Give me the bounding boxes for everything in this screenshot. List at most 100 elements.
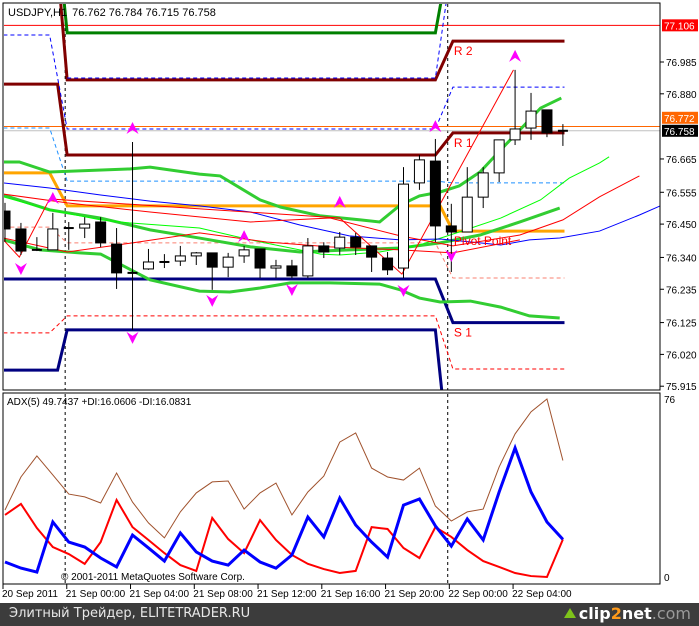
candle-body [525,110,537,129]
candle-body [445,225,457,233]
price-marker-label: 76.758 [664,127,695,138]
candle [398,167,409,279]
time-tick-label: 22 Sep 04:00 [512,589,572,600]
fractal-up-arrow-icon [509,49,522,62]
candle [270,259,282,279]
indicator-line [4,238,560,320]
main-panel[interactable]: R 2 R 1 Pivot Point S 1 USDJPY,H1 76.762 76.… [0,0,661,451]
adx-line [4,398,564,539]
candle [159,254,170,269]
candle-body [366,245,378,258]
candle [174,245,186,266]
price-marker-label: 76.772 [664,114,695,125]
price-tick-label: 76.555 [666,188,697,199]
candle-body [350,236,362,248]
pivot-level-label: Pivot Point [454,234,512,248]
candle-body [541,109,553,134]
time-tick-label: 21 Sep 16:00 [321,589,381,600]
candle [95,217,107,248]
price-marker-bg [662,111,698,124]
time-tick-label: 22 Sep 00:00 [448,589,508,600]
pivot-level-line [4,34,565,130]
price-tick-label: 76.235 [666,285,697,296]
candle-body [318,245,330,253]
footer-bar: Элитный Трейдер, ELITETRADER.RU clip2net… [0,603,699,626]
pivot-level-line [4,226,565,279]
price-marker: 76.758 [662,124,698,138]
candle-body [4,210,11,230]
candle-body [509,128,521,141]
candle-body [222,256,234,268]
candle-body [286,265,298,277]
fractal-up-arrow-icon [126,121,139,134]
candle [47,212,59,251]
pivot-level-line [59,4,565,82]
candle-body [382,257,394,271]
adx-scale-max: 76 [664,395,676,406]
pivot-level-label: R 1 [454,136,473,150]
candle [318,242,330,259]
pivot-level-line [67,4,447,79]
candle-body [413,159,425,184]
price-marker-bg [662,124,698,137]
pivot-level-line [4,127,565,184]
candle-body [302,245,314,277]
candle-body [206,252,218,268]
logo-part-com: .com [651,604,691,623]
time-tick-label: 21 Sep 04:00 [130,589,190,600]
candle-body [47,228,59,251]
main-panel-frame [2,2,661,391]
symbol-label: USDJPY,H1 [8,7,67,19]
candle [302,238,314,279]
pivot-level-line [4,82,565,157]
price-tick-label: 75.915 [666,382,697,393]
candle [366,245,378,272]
candle [79,217,91,239]
candle-body [398,183,409,269]
candle [222,252,234,278]
candle-body [334,236,346,249]
price-tick-label: 76.985 [666,58,697,69]
candle [382,251,394,276]
time-tick-label: 20 Sep 2011 [2,589,58,600]
candle-body [238,249,250,257]
copyright-label: © 2001-2011 MetaQuotes Software Corp. [61,572,245,583]
candle [15,222,27,256]
time-tick-label: 21 Sep 00:00 [66,589,126,600]
adx-label: ADX(5) 49.7437 +DI:16.0606 -DI:16.0831 [7,397,192,408]
time-tick-label: 21 Sep 08:00 [193,589,253,600]
adx-panel[interactable]: ADX(5) 49.7437 +DI:16.0606 -DI:16.0831 7… [2,392,676,585]
minus-di-line [4,497,564,579]
fractal-down-arrow-icon [206,294,219,307]
candle [334,231,346,256]
candle [413,155,425,190]
price-tick-label: 76.880 [666,90,697,101]
candle [429,138,441,242]
candle [254,248,266,279]
fractal-up-arrow-icon [238,230,251,243]
adx-scale-min: 0 [664,573,670,584]
candle [350,232,362,256]
fractal-up-arrow-icon [46,191,59,204]
candle-body [477,172,489,198]
indicator-line [4,69,514,275]
candle-body [190,252,202,257]
candle [286,259,298,279]
chart-canvas[interactable]: R 2 R 1 Pivot Point S 1 USDJPY,H1 76.762 76.… [0,0,699,603]
candle [525,92,537,140]
price-marker: 76.772 [662,111,698,125]
price-marker-label: 77.106 [664,21,695,32]
candle [206,252,218,290]
ohlc-label: 76.762 76.784 76.715 76.758 [72,7,216,19]
candle [493,139,505,182]
logo-part-net: net [621,604,652,623]
time-axis: 20 Sep 2011 21 Sep 00:00 21 Sep 04:00 21 Se… [2,584,572,600]
fractal-down-arrow-icon [285,283,298,296]
candle-body [15,228,27,252]
candle-body [95,221,107,244]
candle [63,221,74,250]
chart-header: USDJPY,H1 76.762 76.784 76.715 76.758 [8,7,216,19]
candle-body [174,255,186,262]
candle-body [429,160,441,227]
candle-body [493,139,505,174]
